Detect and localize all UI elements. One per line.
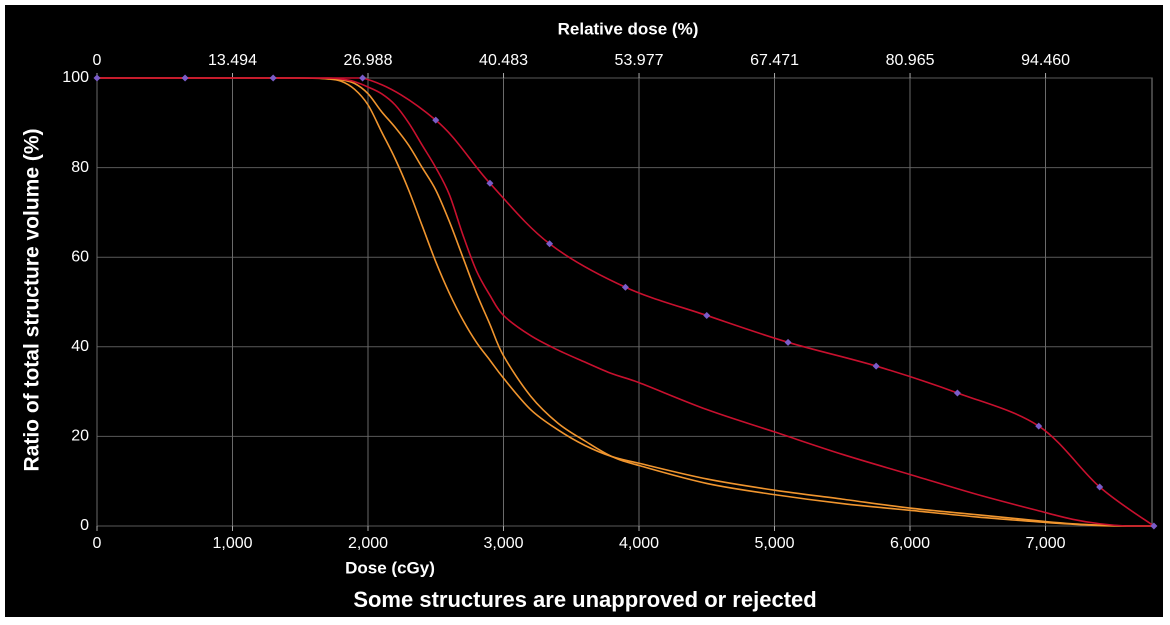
series-marker bbox=[1096, 483, 1104, 491]
x-tick-label: 5,000 bbox=[754, 535, 794, 552]
y-tick-label: 80 bbox=[71, 159, 89, 176]
x2-tick-label: 26.988 bbox=[344, 52, 393, 69]
x-tick-label: 4,000 bbox=[619, 535, 659, 552]
x2-tick-label: 67.471 bbox=[750, 52, 799, 69]
y-tick-label: 20 bbox=[71, 428, 89, 445]
x-tick-label: 2,000 bbox=[348, 535, 388, 552]
series-marker bbox=[953, 389, 961, 397]
y-tick-label: 0 bbox=[80, 517, 89, 534]
y-tick-label: 100 bbox=[62, 69, 89, 86]
x-tick-label: 0 bbox=[93, 535, 102, 552]
series-line bbox=[96, 77, 1154, 527]
series-marker bbox=[432, 116, 440, 124]
series-marker bbox=[784, 338, 792, 346]
series-marker bbox=[269, 74, 277, 82]
x-tick-label: 3,000 bbox=[483, 535, 523, 552]
series-marker bbox=[1035, 422, 1043, 430]
footer: Some structures are unapproved or reject… bbox=[353, 587, 816, 612]
x2-tick-label: 40.483 bbox=[479, 52, 528, 69]
x2-tick-label: 13.494 bbox=[208, 52, 257, 69]
series-marker bbox=[93, 74, 101, 82]
series-marker bbox=[872, 362, 880, 370]
x2-tick-label: 0 bbox=[93, 52, 102, 69]
y-axis-title: Ratio of total structure volume (%) bbox=[21, 128, 44, 471]
x2-tick-label: 94.460 bbox=[1021, 52, 1070, 69]
series-marker bbox=[486, 179, 494, 187]
y-tick-label: 60 bbox=[71, 248, 89, 265]
x2-tick-label: 80.965 bbox=[886, 52, 935, 69]
series-marker bbox=[181, 74, 189, 82]
x-axis-title: Dose (cGy) bbox=[345, 558, 435, 577]
plot-area bbox=[96, 77, 1153, 527]
series-marker bbox=[703, 311, 711, 319]
x-tick-label: 6,000 bbox=[890, 535, 930, 552]
x2-tick-label: 53.977 bbox=[615, 52, 664, 69]
series-marker bbox=[621, 283, 629, 291]
x2-axis-title: Relative dose (%) bbox=[558, 19, 699, 38]
x-tick-label: 1,000 bbox=[212, 535, 252, 552]
y-tick-label: 40 bbox=[71, 338, 89, 355]
x-tick-label: 7,000 bbox=[1025, 535, 1065, 552]
series-marker bbox=[1150, 522, 1158, 530]
series-line bbox=[96, 77, 1154, 527]
series-line bbox=[96, 77, 1154, 527]
series-marker bbox=[546, 240, 554, 248]
series-marker bbox=[359, 74, 367, 82]
